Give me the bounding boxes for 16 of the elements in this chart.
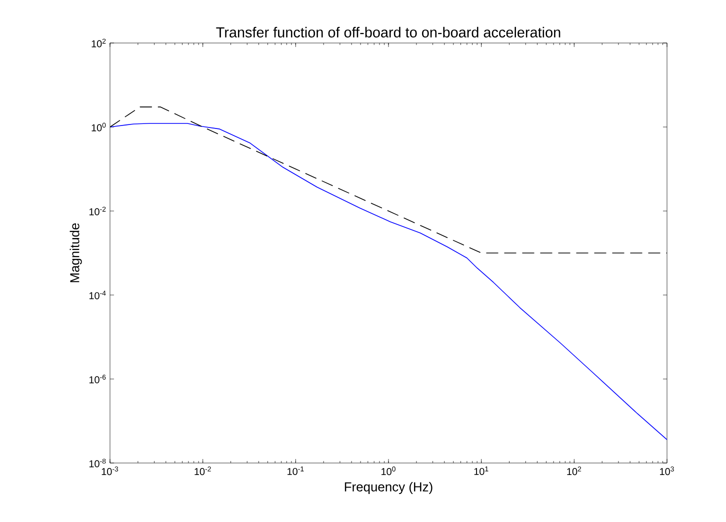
x-tick-label: 10$^{-2}$: [194, 466, 211, 476]
y-tick-label: 10$^{-2}$: [89, 206, 106, 216]
y-axis-title: Magnitude: [70, 223, 82, 282]
x-tick-label: 10$^{3}$: [660, 466, 674, 476]
x-tick-label: 10$^{1}$: [474, 466, 488, 476]
x-tick-label: 10$^{-1}$: [288, 466, 304, 476]
y-tick-label: 10$^{-6}$: [89, 374, 106, 384]
y-tick-label: 10$^{2}$: [92, 38, 106, 48]
y-tick-label: 10$^{-4}$: [89, 290, 106, 300]
y-tick-label: 10$^{0}$: [92, 122, 106, 132]
x-tick-label: 10$^{0}$: [382, 466, 396, 476]
x-tick-label: 10$^{-3}$: [102, 466, 118, 476]
x-axis-title: Frequency (Hz): [344, 482, 432, 494]
y-tick-label: 10$^{-8}$: [89, 458, 106, 468]
x-tick-label: 10$^{2}$: [567, 466, 582, 476]
chart-title: Transfer function of off-board to on-board acceleration: [216, 26, 560, 38]
